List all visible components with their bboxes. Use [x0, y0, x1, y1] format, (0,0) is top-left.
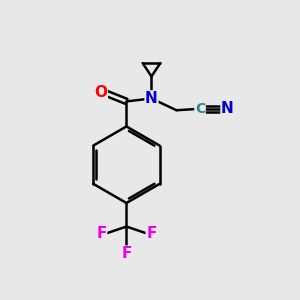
Text: F: F: [121, 246, 132, 261]
Text: C: C: [195, 102, 205, 116]
Text: N: N: [221, 101, 234, 116]
Text: O: O: [94, 85, 107, 100]
Text: F: F: [146, 226, 157, 241]
Text: F: F: [96, 226, 106, 241]
Text: N: N: [145, 91, 158, 106]
